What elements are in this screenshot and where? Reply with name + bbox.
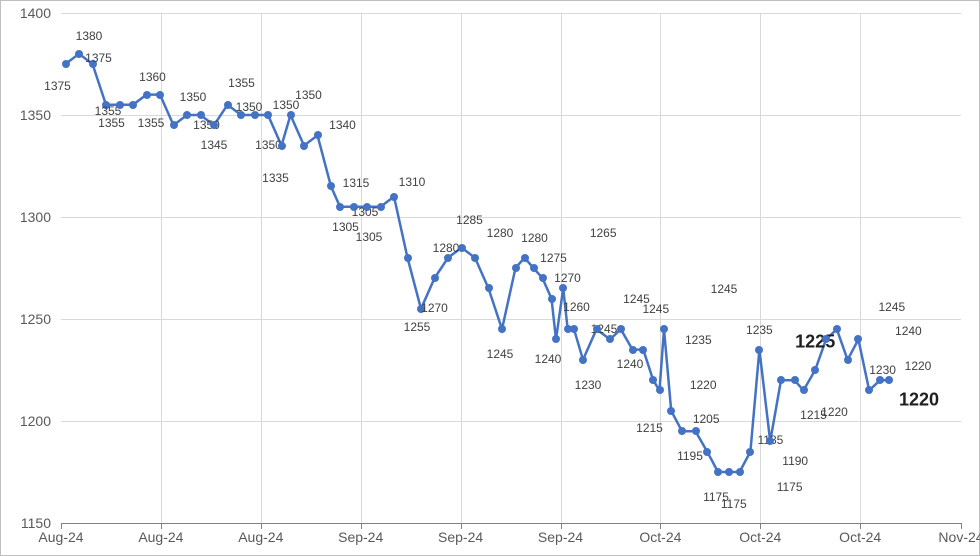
data-point [746,448,754,456]
x-tick-label: Aug-24 [238,529,283,545]
y-tick-label: 1400 [20,5,51,21]
x-tick-label: Oct-24 [839,529,881,545]
x-tick-label: Oct-24 [639,529,681,545]
data-point [278,142,286,150]
data-point [678,427,686,435]
data-point [885,376,893,384]
data-point [417,305,425,313]
data-point [444,254,452,262]
data-point [660,325,668,333]
data-point [539,274,547,282]
data-point [570,325,578,333]
data-point [129,101,137,109]
data-point [755,346,763,354]
data-point [183,111,191,119]
x-tick-label: Sep-24 [438,529,483,545]
data-point [766,437,774,445]
data-point [811,366,819,374]
data-point [530,264,538,272]
data-point [170,121,178,129]
data-point [844,356,852,364]
data-point [559,284,567,292]
data-point [237,111,245,119]
data-point [156,91,164,99]
data-point [471,254,479,262]
data-point [548,295,556,303]
x-tick-label: Sep-24 [338,529,383,545]
data-point [629,346,637,354]
data-point [327,182,335,190]
data-point [791,376,799,384]
line-chart: 1375138013751355135513551360135013501345… [0,0,980,556]
data-point [431,274,439,282]
data-point [593,325,601,333]
data-point [703,448,711,456]
y-tick-label: 1350 [20,107,51,123]
x-tick-label: Oct-24 [739,529,781,545]
data-point [197,111,205,119]
x-tick-label: Aug-24 [138,529,183,545]
data-point [498,325,506,333]
data-point [521,254,529,262]
y-tick-label: 1250 [20,311,51,327]
data-point [404,254,412,262]
data-point [75,50,83,58]
x-tick-label: Nov-24 [938,529,980,545]
data-point [854,335,862,343]
data-point [800,386,808,394]
x-tick-label: Sep-24 [538,529,583,545]
data-point [656,386,664,394]
data-point [579,356,587,364]
x-tick-label: Aug-24 [38,529,83,545]
data-point [458,244,466,252]
data-point [287,111,295,119]
data-point [336,203,344,211]
data-point [210,121,218,129]
data-point [865,386,873,394]
data-point [606,335,614,343]
data-point [639,346,647,354]
data-point [822,335,830,343]
data-point [363,203,371,211]
data-point [876,376,884,384]
data-point [777,376,785,384]
data-point [89,60,97,68]
data-point [102,101,110,109]
data-point [143,91,151,99]
data-point [485,284,493,292]
data-point [617,325,625,333]
x-axis [61,523,961,524]
data-point [692,427,700,435]
y-tick-label: 1200 [20,413,51,429]
data-point [552,335,560,343]
data-point [116,101,124,109]
data-point [714,468,722,476]
data-point [649,376,657,384]
data-point [314,131,322,139]
data-point [512,264,520,272]
data-point [736,468,744,476]
data-point [833,325,841,333]
plot-area: 1375138013751355135513551360135013501345… [61,13,961,523]
data-point [300,142,308,150]
data-point [251,111,259,119]
data-point [62,60,70,68]
data-point [390,193,398,201]
data-point [224,101,232,109]
data-point [725,468,733,476]
y-tick-label: 1300 [20,209,51,225]
data-point [667,407,675,415]
data-point [264,111,272,119]
data-point [377,203,385,211]
data-point [350,203,358,211]
